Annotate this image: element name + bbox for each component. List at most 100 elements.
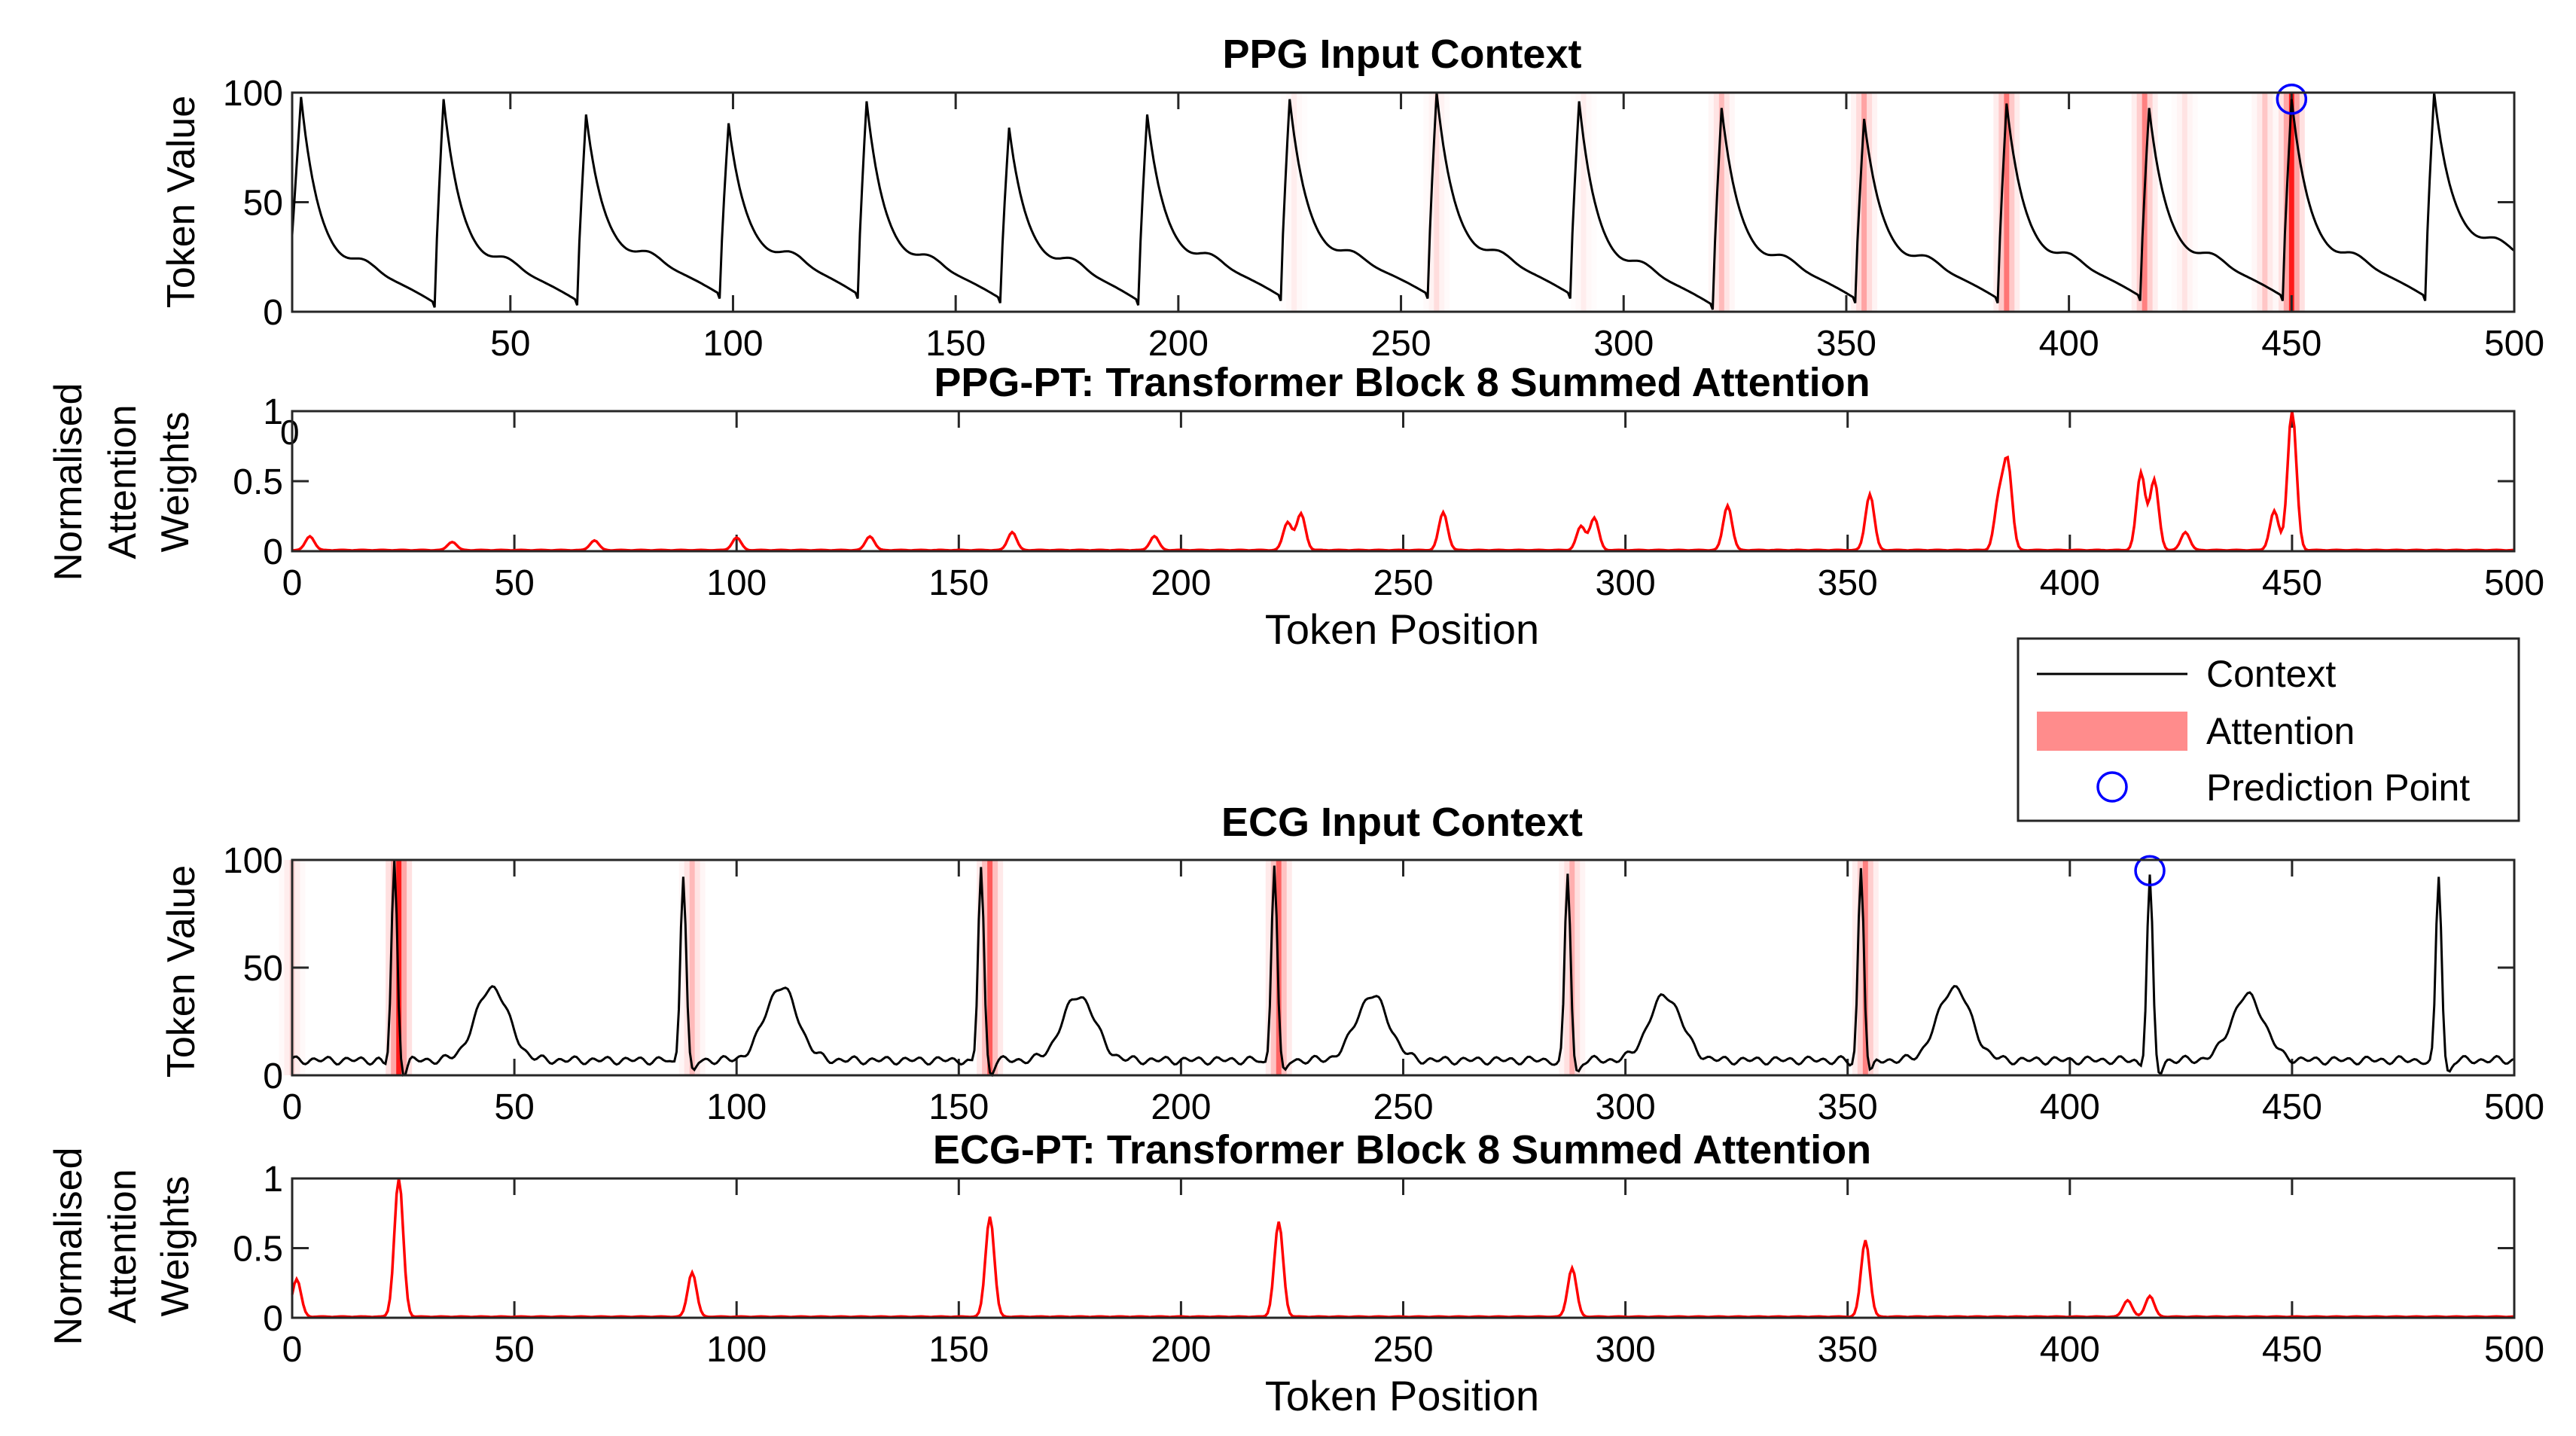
legend-prediction-label: Prediction Point <box>2206 767 2470 809</box>
ecg-attention-band <box>1575 860 1581 1075</box>
ecg-context-line <box>291 860 2515 1078</box>
ecg-attention-axes: 0 50 100 150 200 250 300 350 400 450 500 0 0.5 1 <box>233 1160 2544 1370</box>
ecg-attention-band <box>1286 860 1292 1075</box>
ppg-attention-xtick-label: 400 <box>2040 563 2100 603</box>
ecg-attention-ylabel-line3: Weights <box>154 1176 197 1317</box>
ppg-attention-title: PPG-PT: Transformer Block 8 Summed Atten… <box>934 360 1870 405</box>
ppg-attention-band <box>2278 93 2284 312</box>
ppg-attention-ytick-label: 0 <box>263 532 283 572</box>
ppg-attention-xtick-label: 350 <box>1818 563 1878 603</box>
ecg-attention-band <box>1270 860 1276 1075</box>
ppg-attention-line <box>291 410 2515 552</box>
ecg-attention-ylabel-line2: Attention <box>101 1169 145 1323</box>
ppg-prediction-point <box>2276 83 2308 115</box>
ecg-attention-xlabel: Token Position <box>1265 1372 1539 1419</box>
ecg-attention-band <box>998 860 1004 1075</box>
ecg-attention-band <box>694 860 700 1075</box>
ecg-input-ytick-label: 100 <box>223 841 283 881</box>
ecg-attention-ylabel-line1: Normalised <box>47 1148 90 1346</box>
ppg-attention-band <box>2187 93 2193 312</box>
ecg-attention-xtick-label: 350 <box>1818 1330 1878 1370</box>
ppg-attention-band <box>2009 93 2015 312</box>
ppg-attention-ytick-label: 1 <box>263 392 283 432</box>
ppg-attention-band <box>2257 93 2263 312</box>
ecg-input-xtick-label: 400 <box>2040 1087 2100 1127</box>
ppg-input-xtick-label: 50 <box>490 324 530 364</box>
ppg-attention-ylabel-line1: Normalised <box>47 383 90 581</box>
ppg-input-panel: PPG Input Context Token Value 50 100 150 20… <box>160 32 2544 364</box>
ppg-input-xtick-label: 350 <box>1816 324 1876 364</box>
ecg-attention-xtick-label: 250 <box>1373 1330 1433 1370</box>
ecg-input-xtick-label: 200 <box>1151 1087 1211 1127</box>
ppg-input-xtick-label: 450 <box>2261 324 2321 364</box>
ecg-input-ytick-label: 0 <box>263 1056 283 1096</box>
ecg-attention-xtick-label: 300 <box>1596 1330 1656 1370</box>
ecg-attention-panel: ECG-PT: Transformer Block 8 Summed Atten… <box>47 1127 2544 1419</box>
ppg-attention-band <box>1291 93 1297 312</box>
ppg-attention-band <box>1851 93 1857 312</box>
ppg-attention-band <box>2181 93 2187 312</box>
ppg-attention-band <box>2176 93 2182 312</box>
ecg-attention-band <box>977 860 983 1075</box>
ecg-input-xtick-label: 450 <box>2262 1087 2322 1127</box>
ppg-attention-band <box>1439 93 1445 312</box>
ecg-attention-band <box>987 860 993 1075</box>
ppg-attention-panel: PPG-PT: Transformer Block 8 Summed Atten… <box>47 360 2544 653</box>
ppg-attention-ylabel-line2: Attention <box>101 404 145 559</box>
ppg-attention-xlabel: Token Position <box>1265 605 1539 653</box>
ppg-attention-axes: 0 50 100 150 200 250 300 350 400 450 500 0 0.5 1 <box>233 392 2544 603</box>
ppg-attention-band <box>2136 93 2142 312</box>
ecg-attention-ytick-label: 0.5 <box>233 1230 283 1270</box>
ecg-input-xtick-label: 100 <box>706 1087 767 1127</box>
ppg-attention-band <box>2004 93 2010 312</box>
ppg-attention-xtick-label: 250 <box>1373 563 1433 603</box>
ecg-attention-band <box>1873 860 1879 1075</box>
ppg-attention-band <box>2147 93 2153 312</box>
ppg-input-ylabel: Token Value <box>160 96 203 308</box>
ppg-attention-ytick-label: 0.5 <box>233 462 283 502</box>
ppg-attention-xtick-label: 150 <box>928 563 989 603</box>
ppg-stray-tick-label: 0 <box>280 413 300 452</box>
ppg-attention-xtick-label: 50 <box>494 563 534 603</box>
ppg-context-line <box>291 92 2515 310</box>
ecg-attention-title: ECG-PT: Transformer Block 8 Summed Atten… <box>933 1127 1871 1172</box>
legend-attention-swatch <box>2037 712 2187 751</box>
ppg-attention-xtick-label: 500 <box>2484 563 2544 603</box>
ecg-input-xtick-label: 250 <box>1373 1087 1433 1127</box>
ppg-input-axes: 50 100 150 200 250 300 350 400 450 500 0 50 100 <box>223 74 2544 364</box>
ppg-input-xtick-label: 400 <box>2039 324 2099 364</box>
ppg-attention-band <box>2014 93 2020 312</box>
ppg-attention-band <box>2172 93 2177 312</box>
ecg-attention-band <box>401 860 407 1075</box>
ppg-attention-band <box>1587 93 1592 312</box>
ppg-attention-band <box>2152 93 2158 312</box>
ppg-input-ytick-label: 0 <box>263 293 283 333</box>
ppg-attention-band <box>1434 93 1440 312</box>
ecg-attention-band <box>391 860 397 1075</box>
ecg-attention-band <box>1559 860 1565 1075</box>
ecg-attention-xtick-label: 150 <box>928 1330 989 1370</box>
ppg-input-ytick-label: 100 <box>223 74 283 114</box>
ecg-attention-xtick-label: 50 <box>494 1330 534 1370</box>
ppg-attention-band <box>1724 93 1730 312</box>
ppg-input-xtick-label: 300 <box>1593 324 1654 364</box>
ppg-attention-band <box>2193 93 2198 312</box>
legend-prediction-swatch <box>2096 771 2128 803</box>
ppg-input-xtick-label: 100 <box>703 324 763 364</box>
ppg-attention-band <box>2288 93 2294 312</box>
legend-attention-label: Attention <box>2206 710 2355 752</box>
ecg-attention-band <box>992 860 998 1075</box>
ppg-attention-band <box>1872 93 1878 312</box>
ppg-attention-band <box>2262 93 2268 312</box>
ppg-attention-band <box>1867 93 1873 312</box>
ecg-attention-xtick-label: 400 <box>2040 1330 2100 1370</box>
ppg-input-title: PPG Input Context <box>1223 32 1582 77</box>
ppg-attention-band <box>1581 93 1587 312</box>
ecg-attention-ytick-label: 1 <box>263 1160 283 1200</box>
ppg-attention-band <box>1718 93 1724 312</box>
ecg-attention-band <box>407 860 413 1075</box>
ecg-input-frame <box>291 858 2516 1077</box>
ppg-attention-band <box>1993 93 1999 312</box>
ppg-attention-band <box>2273 93 2278 312</box>
